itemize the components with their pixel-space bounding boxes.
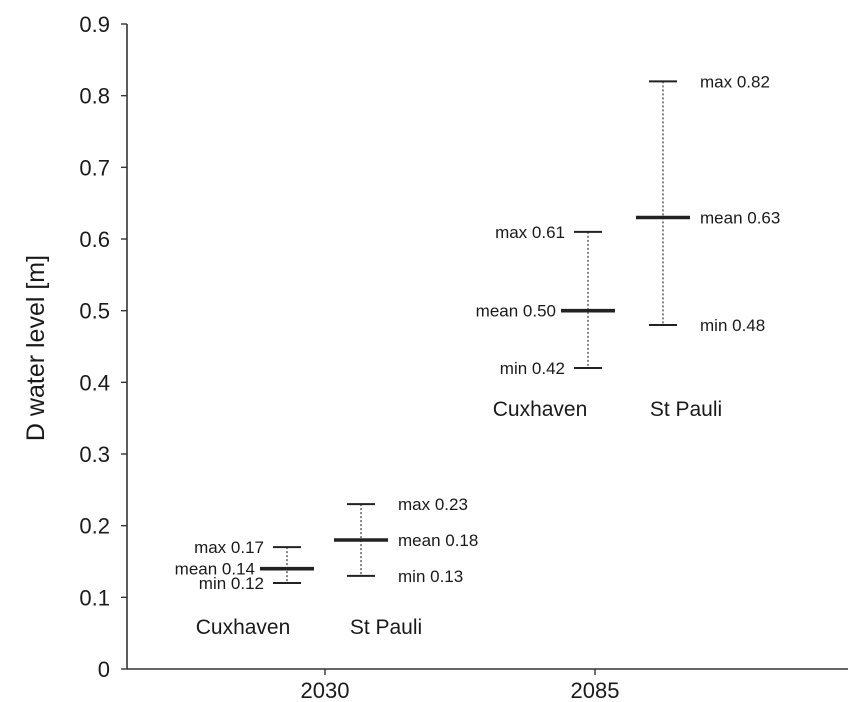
y-tick-label-5: 0.5 [79, 299, 110, 324]
station-label: Cuxhaven [196, 616, 291, 639]
station-label: St Pauli [350, 616, 422, 639]
min-label: min 0.48 [700, 316, 765, 335]
y-tick-label-0: 0 [98, 657, 110, 682]
range-2085-cuxhaven: max 0.61 mean 0.50 min 0.42 Cuxhaven [476, 223, 615, 421]
x-ticks: 2030 2085 [301, 669, 620, 702]
y-axis: 0 0.1 0.2 0.3 0.4 0.5 0.6 0.7 0.8 0.9 [79, 12, 128, 682]
x-tick-label-1: 2085 [571, 678, 620, 702]
max-label: max 0.82 [700, 72, 770, 91]
range-2030-st-pauli: max 0.23 mean 0.18 min 0.13 St Pauli [334, 495, 478, 639]
y-tick-label-3: 0.3 [79, 442, 110, 467]
station-label: Cuxhaven [493, 398, 588, 421]
y-tick-label-9: 0.9 [79, 12, 110, 37]
mean-label: mean 0.50 [476, 302, 556, 321]
y-ticks: 0 0.1 0.2 0.3 0.4 0.5 0.6 0.7 0.8 0.9 [79, 12, 127, 682]
min-label: min 0.13 [398, 567, 463, 586]
x-tick-label-0: 2030 [301, 678, 350, 702]
mean-label: mean 0.14 [175, 560, 255, 579]
y-tick-label-6: 0.6 [79, 227, 110, 252]
y-tick-label-2: 0.2 [79, 514, 110, 539]
y-tick-label-8: 0.8 [79, 84, 110, 109]
x-axis: 2030 2085 [127, 668, 848, 702]
mean-label: mean 0.63 [700, 209, 780, 228]
min-label: min 0.12 [199, 574, 264, 593]
max-label: max 0.61 [495, 223, 565, 242]
max-label: max 0.17 [194, 538, 264, 557]
station-label: St Pauli [650, 398, 722, 421]
y-tick-label-7: 0.7 [79, 155, 110, 180]
y-tick-label-4: 0.4 [79, 370, 110, 395]
range-2085-st-pauli: max 0.82 mean 0.63 min 0.48 St Pauli [636, 72, 780, 421]
mean-label: mean 0.18 [398, 531, 478, 550]
min-label: min 0.42 [500, 359, 565, 378]
y-tick-label-1: 0.1 [79, 585, 110, 610]
y-axis-label: D water level [m] [22, 255, 50, 441]
max-label: max 0.23 [398, 495, 468, 514]
